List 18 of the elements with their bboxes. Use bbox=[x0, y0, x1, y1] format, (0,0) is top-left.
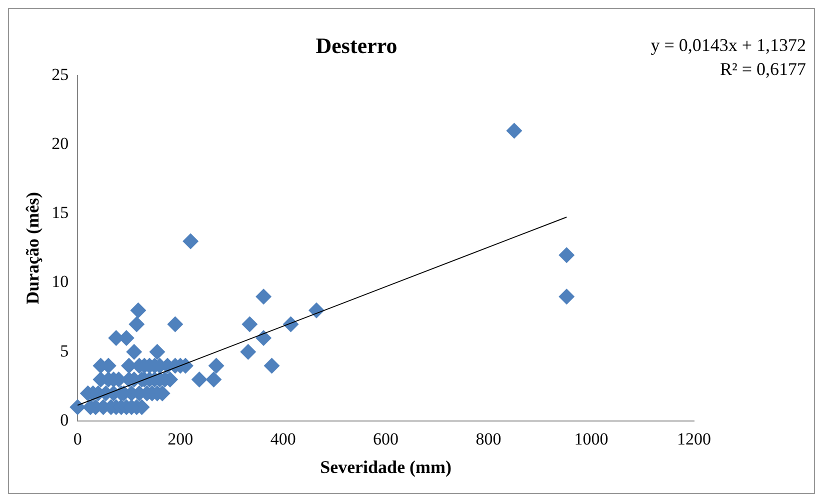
y-axis-title: Duração (mês) bbox=[22, 192, 42, 304]
text: y = 0,0143x + 1,1372 bbox=[650, 35, 806, 55]
text: R² = 0,6177 bbox=[720, 59, 806, 79]
y-tick-label: 0 bbox=[60, 410, 69, 430]
x-tick-label: 0 bbox=[73, 430, 82, 449]
x-tick-label: 800 bbox=[476, 430, 502, 449]
x-tick-label: 600 bbox=[373, 430, 399, 449]
chart-title: Desterro bbox=[316, 32, 398, 58]
x-axis-title: Severidade (mm) bbox=[320, 456, 452, 477]
y-tick-label: 15 bbox=[52, 203, 69, 222]
y-tick-label: 5 bbox=[60, 341, 69, 360]
y-tick-label: 25 bbox=[52, 64, 69, 84]
x-tick-label: 400 bbox=[270, 430, 296, 449]
y-tick-label: 10 bbox=[52, 272, 69, 292]
x-tick-label: 1000 bbox=[574, 430, 608, 449]
y-tick-label: 20 bbox=[52, 134, 69, 153]
x-tick-label: 1200 bbox=[677, 430, 711, 449]
x-tick-label: 200 bbox=[168, 430, 194, 449]
